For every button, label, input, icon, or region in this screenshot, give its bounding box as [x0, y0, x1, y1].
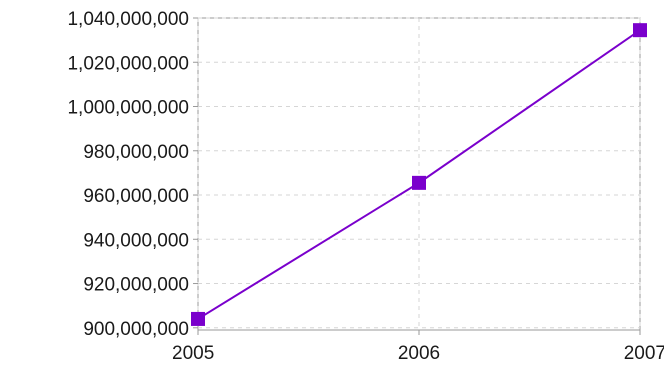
series-group — [191, 23, 647, 326]
y-tick-label: 900,000,000 — [83, 319, 189, 340]
data-point-marker — [412, 175, 426, 190]
y-axis-tick-labels: 900,000,000 920,000,000 940,000,000 960,000… — [67, 9, 198, 340]
data-point-marker — [191, 311, 205, 326]
y-tick-label: 1,020,000,000 — [67, 53, 189, 74]
y-tick-label: 980,000,000 — [83, 142, 189, 163]
x-tick-label: 2006 — [398, 343, 440, 364]
y-tick-label: 940,000,000 — [83, 230, 189, 251]
y-gridlines — [198, 17, 640, 329]
y-tick-label: 1,040,000,000 — [67, 9, 189, 30]
x-gridlines — [197, 18, 641, 330]
x-axis-tick-labels: 2005 2006 2007 — [172, 330, 664, 364]
y-tick-label: 1,000,000,000 — [67, 98, 189, 119]
x-tick-label: 2005 — [172, 343, 214, 364]
x-tick-label: 2007 — [624, 343, 664, 364]
y-tick-label: 960,000,000 — [83, 186, 189, 207]
y-tick-label: 920,000,000 — [83, 275, 189, 296]
data-point-marker — [633, 23, 647, 38]
